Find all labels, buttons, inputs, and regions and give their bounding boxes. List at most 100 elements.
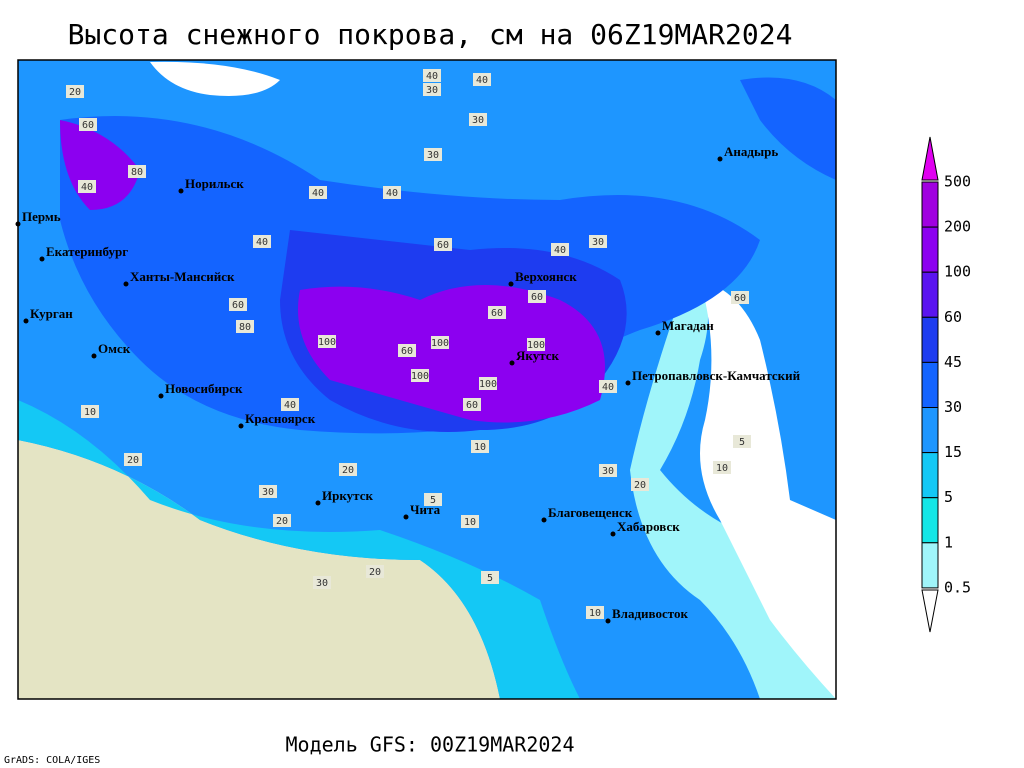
contour-label: 60 xyxy=(82,120,94,131)
city-label: Ханты-Мансийск xyxy=(130,269,235,284)
contour-label-box xyxy=(473,73,491,86)
contour-label: 20 xyxy=(276,516,288,527)
contour-label-box xyxy=(383,186,401,199)
contour-label: 40 xyxy=(312,188,324,199)
city-dot xyxy=(315,500,321,506)
colorbar-label: 30 xyxy=(944,398,962,416)
contour-label-box xyxy=(424,493,442,506)
city-label: Новосибирск xyxy=(165,381,243,396)
contour-label: 40 xyxy=(476,75,488,86)
contour-label-box xyxy=(471,440,489,453)
city-dot xyxy=(123,281,129,287)
contour-label-box xyxy=(81,405,99,418)
city-dot xyxy=(158,393,164,399)
contour-label: 30 xyxy=(592,237,604,248)
city-dot xyxy=(717,156,723,162)
contour-label: 60 xyxy=(531,292,543,303)
colorbar-box xyxy=(921,407,939,454)
contour-label-box xyxy=(551,243,569,256)
colorbar-box xyxy=(921,361,939,408)
contour-label-box xyxy=(461,515,479,528)
contour-label: 100 xyxy=(318,337,336,348)
contour-label: 40 xyxy=(386,188,398,199)
city-label: Красноярск xyxy=(245,411,316,426)
contour-label-box xyxy=(733,435,751,448)
contour-label-box xyxy=(731,291,749,304)
city-label: Хабаровск xyxy=(617,519,680,534)
contour-label: 10 xyxy=(84,407,96,418)
colorbar-label: 60 xyxy=(944,308,962,326)
contour-label: 40 xyxy=(81,182,93,193)
contour-label: 10 xyxy=(589,608,601,619)
contour-label: 40 xyxy=(426,71,438,82)
contour-label-box xyxy=(469,113,487,126)
city-label: Владивосток xyxy=(612,606,688,621)
city-dot xyxy=(541,517,547,523)
city-label: Магадан xyxy=(662,318,714,333)
colorbar-label: 1 xyxy=(944,533,953,551)
contour-label: 60 xyxy=(466,400,478,411)
contour-label-box xyxy=(527,338,545,351)
contour-label-box xyxy=(599,380,617,393)
city-label: Курган xyxy=(30,306,73,321)
city-label: Екатеринбург xyxy=(46,244,128,259)
city-label: Петропавловск-Камчатский xyxy=(632,368,801,383)
city-dot xyxy=(509,360,515,366)
contour-label: 30 xyxy=(427,150,439,161)
model-label: Модель GFS: 00Z19MAR2024 xyxy=(286,733,575,757)
city-dot xyxy=(178,188,184,194)
colorbar-top xyxy=(921,136,939,181)
city-label: Пермь xyxy=(22,209,61,224)
city-dot xyxy=(23,318,29,324)
contour-label-box xyxy=(128,165,146,178)
colorbar-bottom xyxy=(921,589,939,633)
contour-label-box xyxy=(479,377,497,390)
contour-label-box xyxy=(411,369,429,382)
contour-label: 40 xyxy=(602,382,614,393)
colorbar-box xyxy=(921,542,939,589)
city-dot xyxy=(39,256,45,262)
contour-label: 30 xyxy=(426,85,438,96)
contour-label: 60 xyxy=(491,308,503,319)
contour-label: 100 xyxy=(411,371,429,382)
colorbar-label: 5 xyxy=(944,488,953,506)
contour-label-box xyxy=(434,238,452,251)
contour-label: 10 xyxy=(716,463,728,474)
contour-label-box xyxy=(423,69,441,82)
colorbar xyxy=(921,136,939,633)
contour-label-box xyxy=(259,485,277,498)
city-dot xyxy=(91,353,97,359)
colorbar-box xyxy=(921,316,939,363)
contour-label: 60 xyxy=(232,300,244,311)
city-label: Иркутск xyxy=(322,488,373,503)
contour-label: 100 xyxy=(527,340,545,351)
contour-label-box xyxy=(253,235,271,248)
contour-label: 40 xyxy=(554,245,566,256)
colorbar-box xyxy=(921,497,939,544)
contour-label: 80 xyxy=(239,322,251,333)
contour-label-box xyxy=(589,235,607,248)
colorbar-box xyxy=(921,271,939,318)
contour-label-box xyxy=(631,478,649,491)
contour-label: 30 xyxy=(316,578,328,589)
contour-label-box xyxy=(431,336,449,349)
contour-label-box xyxy=(488,306,506,319)
contour-label: 20 xyxy=(634,480,646,491)
city-dot xyxy=(605,618,611,624)
city-label: Омск xyxy=(98,341,131,356)
city-dot xyxy=(655,330,661,336)
contour-label-box xyxy=(313,576,331,589)
contour-label-box xyxy=(229,298,247,311)
contour-label-box xyxy=(309,186,327,199)
contour-label-box xyxy=(423,83,441,96)
contour-label: 20 xyxy=(342,465,354,476)
map xyxy=(17,59,837,700)
colorbar-label: 0.5 xyxy=(944,578,971,596)
contour-label: 10 xyxy=(474,442,486,453)
contour-label-box xyxy=(599,464,617,477)
contour-label-box xyxy=(236,320,254,333)
city-label: Норильск xyxy=(185,176,244,191)
colorbar-label: 45 xyxy=(944,353,962,371)
contour-label: 5 xyxy=(487,573,493,584)
city-dot xyxy=(238,423,244,429)
